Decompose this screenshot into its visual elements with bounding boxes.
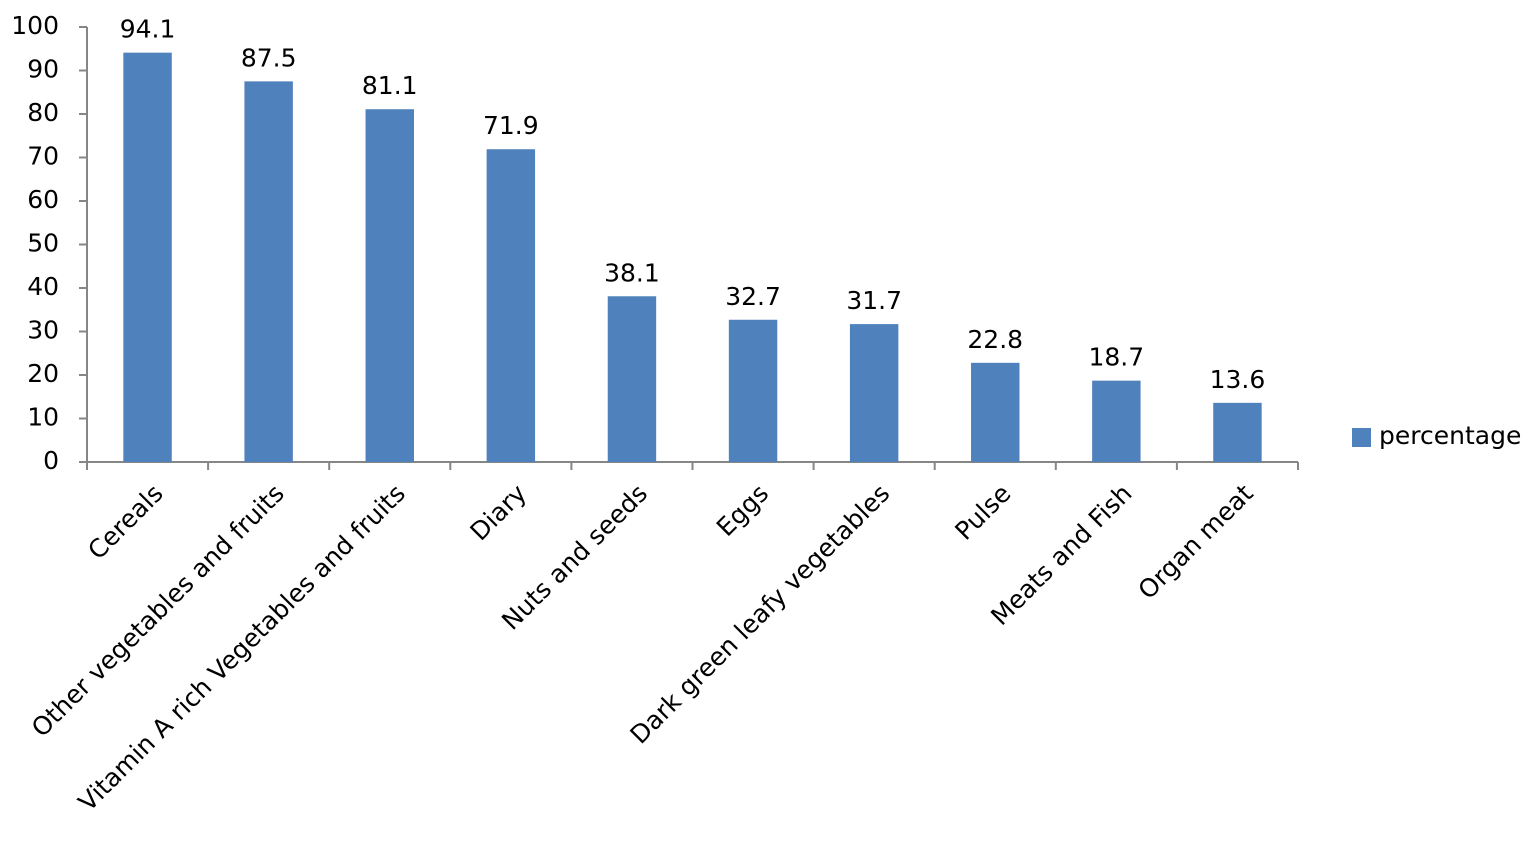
data-label: 31.7 (846, 286, 902, 315)
legend-swatch (1352, 428, 1371, 447)
x-tick-label: Other vegetables and fruits (26, 479, 290, 743)
y-tick-label: 30 (27, 316, 59, 345)
bar (1213, 402, 1262, 462)
y-tick-label: 50 (27, 229, 59, 258)
legend-label: percentage (1379, 421, 1521, 450)
x-tick-label: Diary (464, 479, 532, 547)
bar (971, 362, 1020, 462)
data-label: 32.7 (725, 282, 781, 311)
y-tick-label: 60 (27, 185, 59, 214)
bar (486, 149, 536, 463)
bar (123, 52, 172, 462)
y-tick-label: 100 (11, 11, 59, 40)
data-label: 87.5 (241, 43, 297, 72)
y-tick-label: 90 (27, 55, 59, 84)
bar (728, 319, 778, 462)
bar (365, 109, 414, 462)
data-label: 38.1 (604, 258, 660, 287)
data-label: 81.1 (362, 71, 418, 100)
y-tick-label: 10 (27, 403, 59, 432)
data-label: 22.8 (967, 325, 1023, 354)
y-tick-label: 80 (27, 98, 59, 127)
y-tick-label: 40 (27, 272, 59, 301)
x-tick-label: Eggs (711, 479, 774, 542)
bar (244, 81, 293, 462)
x-tick-label: Dark green leafy vegetables (625, 479, 896, 750)
x-tick-label: Organ meat (1133, 479, 1259, 605)
y-tick-label: 20 (27, 359, 59, 388)
x-tick-label: Cereals (82, 479, 168, 565)
data-label: 13.6 (1210, 365, 1266, 394)
data-label: 94.1 (120, 15, 176, 44)
bar (1092, 380, 1141, 462)
bar (607, 296, 657, 462)
y-tick-label: 0 (43, 446, 59, 475)
data-label: 18.7 (1089, 343, 1145, 372)
data-label: 71.9 (483, 111, 539, 140)
x-tick-label: Pulse (949, 479, 1016, 546)
y-tick-label: 70 (27, 142, 59, 171)
bar (849, 324, 899, 462)
